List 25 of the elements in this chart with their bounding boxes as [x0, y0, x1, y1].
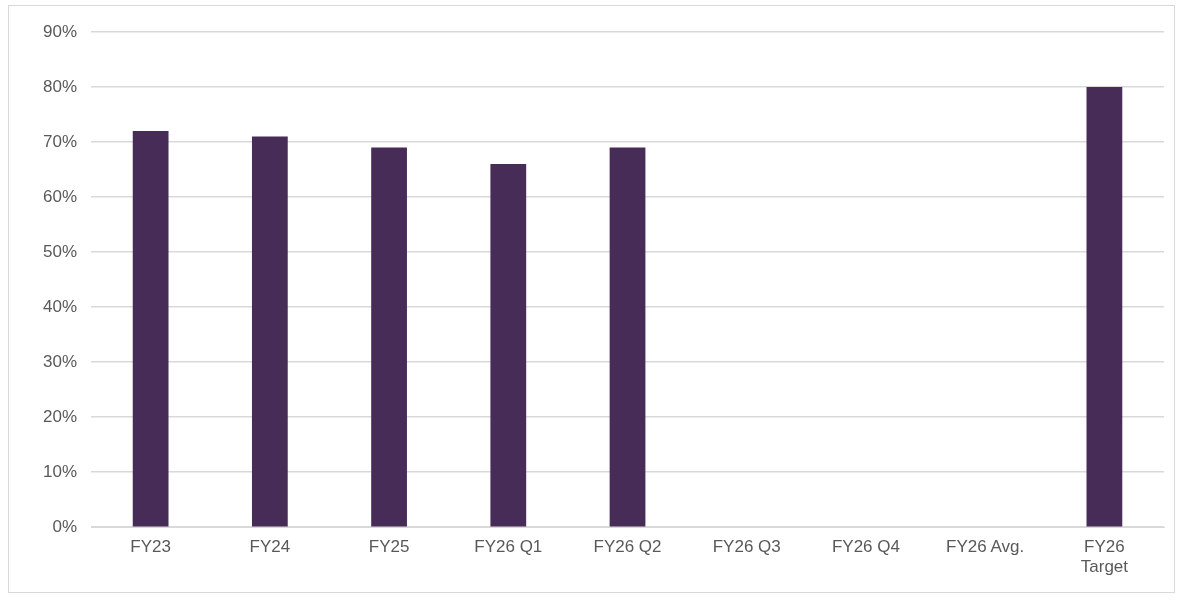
y-tick-label: 20%	[42, 406, 78, 426]
y-tick-label: 50%	[42, 241, 78, 261]
x-tick-label: FY24	[249, 537, 291, 557]
y-tick-label: 90%	[42, 21, 78, 41]
x-tick-label: FY26 Q3	[712, 537, 781, 557]
y-tick-label: 70%	[42, 131, 78, 151]
y-tick-label: 30%	[42, 351, 78, 371]
bar	[1086, 87, 1123, 527]
x-tick-label: FY23	[130, 537, 171, 557]
bar	[132, 131, 169, 527]
x-tick-label: FY26 Q2	[593, 537, 662, 557]
bar	[609, 147, 646, 527]
x-tick-label: FY26 Target	[1080, 537, 1129, 577]
y-tick-label: 0%	[52, 516, 78, 536]
x-tick-label: FY26 Q1	[474, 537, 543, 557]
y-tick-label: 80%	[42, 76, 78, 96]
bar	[490, 164, 527, 527]
x-tick-label: FY25	[368, 537, 410, 557]
x-tick-label: FY26 Q4	[831, 537, 900, 557]
bar	[371, 147, 407, 527]
x-tick-label: FY26 Avg.	[946, 537, 1025, 557]
bar	[251, 136, 288, 527]
y-tick-label: 40%	[42, 296, 78, 316]
y-tick-label: 60%	[42, 186, 78, 206]
y-tick-label: 10%	[42, 461, 78, 481]
